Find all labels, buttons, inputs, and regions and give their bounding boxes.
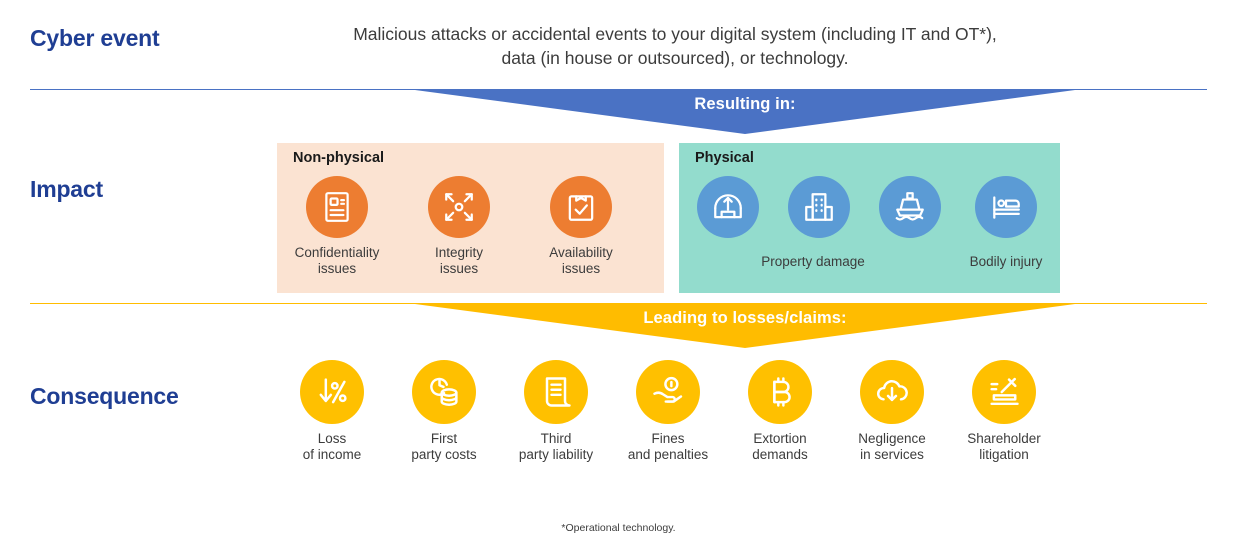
row-label-cyber-event: Cyber event [30, 25, 160, 51]
consequence-row: Loss of income First party costs Third p… [277, 360, 1061, 480]
coins-clock-icon [412, 360, 476, 424]
banner-resulting-in: Resulting in: [415, 90, 1075, 134]
banner-leading-to: Leading to losses/claims: [415, 304, 1075, 348]
consequence-item-fines-and-penalties[interactable]: Fines and penalties [613, 360, 723, 463]
physical-caption-property-damage: Property damage [761, 254, 865, 269]
consequence-item-shareholder-litigation-label: Shareholder litigation [967, 431, 1041, 462]
consequence-item-negligence-in-services[interactable]: Negligence in services [837, 360, 947, 463]
impact-item-building[interactable] [764, 176, 874, 238]
cargo-ship-icon [879, 176, 941, 238]
legal-document-icon [524, 360, 588, 424]
consequence-item-first-party-costs[interactable]: First party costs [389, 360, 499, 463]
impact-item-availability-label: Availability issues [549, 245, 613, 276]
consequence-item-fines-and-penalties-label: Fines and penalties [627, 431, 709, 462]
row-label-consequence: Consequence [30, 383, 179, 409]
group-physical: Physical [679, 143, 1060, 293]
footnote: *Operational technology. [561, 522, 676, 534]
divider-blue [30, 89, 1207, 90]
consequence-item-extortion-demands[interactable]: Extortion demands [725, 360, 835, 463]
clipboard-check-icon [550, 176, 612, 238]
impact-item-availability[interactable]: Availability issues [526, 176, 636, 277]
cyber-event-description: Malicious attacks or accidental events t… [353, 24, 997, 68]
impact-item-confidentiality[interactable]: Confidentiality issues [282, 176, 392, 277]
consequence-item-first-party-costs-label: First party costs [411, 431, 477, 462]
banner-resulting-in-label: Resulting in: [694, 95, 796, 113]
impact-item-ship[interactable] [855, 176, 965, 238]
consequence-item-third-party-liability[interactable]: Third party liability [501, 360, 611, 463]
chevron-down-blue-icon [415, 90, 1075, 134]
divider-yellow [30, 303, 1207, 304]
hospital-bed-icon [975, 176, 1037, 238]
bitcoin-icon [748, 360, 812, 424]
impact-item-integrity[interactable]: Integrity issues [404, 176, 514, 277]
gavel-icon [972, 360, 1036, 424]
group-non-physical-title: Non-physical [293, 150, 385, 166]
chevron-down-yellow-icon [415, 304, 1075, 348]
consequence-item-negligence-in-services-label: Negligence in services [858, 431, 926, 462]
impact-item-integrity-label: Integrity issues [434, 245, 484, 276]
cloud-download-icon [860, 360, 924, 424]
converging-arrows-icon [428, 176, 490, 238]
group-non-physical: Non-physical Confidentiality issues [277, 143, 664, 293]
impact-item-warehouse[interactable] [673, 176, 783, 238]
physical-caption-bodily-injury: Bodily injury [969, 254, 1043, 269]
consequence-item-loss-of-income[interactable]: Loss of income [277, 360, 387, 463]
office-building-icon [788, 176, 850, 238]
consequence-item-extortion-demands-label: Extortion demands [752, 431, 808, 462]
impact-item-bodily-injury[interactable] [951, 176, 1061, 238]
consequence-item-shareholder-litigation[interactable]: Shareholder litigation [949, 360, 1059, 463]
banner-leading-to-label: Leading to losses/claims: [643, 309, 847, 327]
declining-percentage-icon [300, 360, 364, 424]
warehouse-upload-icon [697, 176, 759, 238]
group-physical-title: Physical [695, 150, 754, 166]
hand-coin-icon [636, 360, 700, 424]
consequence-item-third-party-liability-label: Third party liability [518, 431, 594, 462]
consequence-item-loss-of-income-label: Loss of income [302, 431, 362, 462]
impact-item-confidentiality-label: Confidentiality issues [294, 245, 380, 276]
id-document-icon [306, 176, 368, 238]
row-label-impact: Impact [30, 176, 103, 202]
